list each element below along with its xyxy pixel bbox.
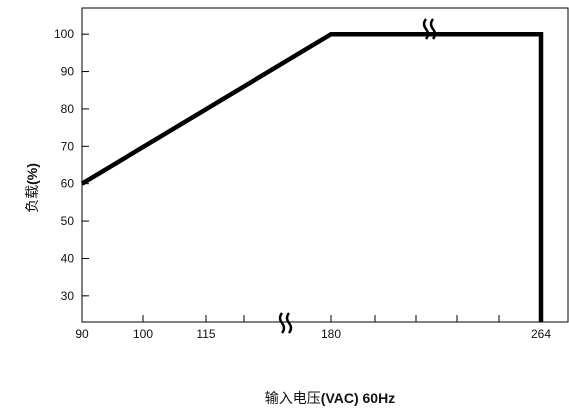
series-layer [80,31,544,322]
x-axis-title: 输入电压(VAC) 60Hz [265,390,395,406]
y-tick-label: 30 [61,289,75,303]
y-tick-label: 40 [61,251,75,265]
y-tick-label: 50 [61,214,75,228]
x-tick-label: 180 [321,327,341,341]
y-tick-label: 90 [61,65,75,79]
x-tick-label: 100 [133,327,153,341]
y-axis-title-cn: 负载 [24,185,40,213]
x-tick-label: 115 [196,327,215,341]
y-axis-title: 负载(%) [24,163,40,213]
x-axis-break-mark [278,312,293,334]
y-tick-label: 70 [61,139,75,153]
x-axis-ticks: 90 100 115 180 264 [75,315,551,341]
y-tick-label: 80 [61,102,75,116]
x-axis-title-cn: 输入电压 [265,390,321,406]
x-axis-title-unit: (VAC) 60Hz [321,390,395,406]
x-tick-label: 264 [531,327,551,341]
y-tick-label: 100 [54,27,74,41]
line-break-mark [422,18,437,40]
plot-frame [81,7,569,323]
y-axis-ticks: 30 40 50 60 70 80 90 100 [54,27,89,303]
load-derating-line [80,31,544,322]
y-tick-label: 60 [61,177,75,191]
x-tick-label: 90 [75,327,89,341]
y-axis-title-unit: (%) [24,163,40,185]
